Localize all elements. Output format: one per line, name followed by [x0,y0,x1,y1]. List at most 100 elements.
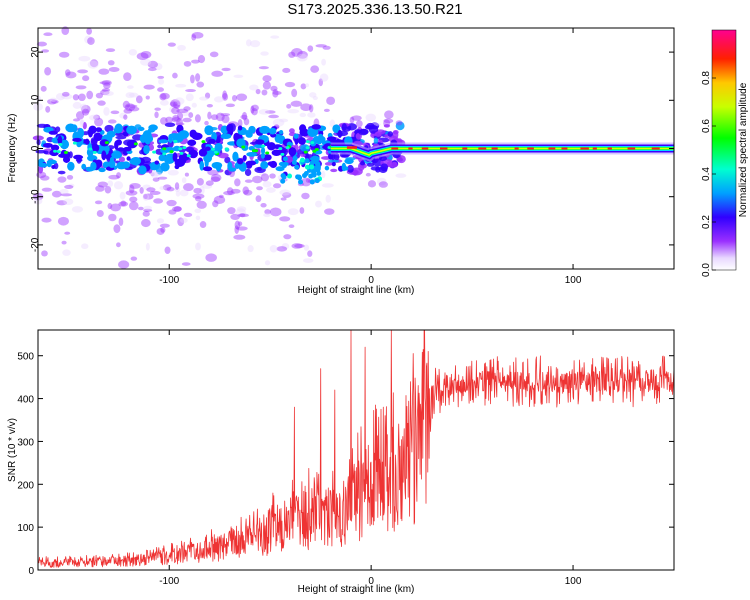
colorbar-ticks: 0.0 0.2 0.4 0.6 0.8 [701,71,716,277]
spectrogram-cell [41,250,48,257]
spectrogram-cell [113,224,121,234]
spectrogram-cell [221,114,230,124]
spectrogram-cell [123,114,128,120]
spectrogram-cell [299,207,305,214]
spectrogram-cell [195,73,201,82]
spectrogram-cell [169,101,178,107]
spectrogram-cell [99,81,111,85]
spectrogram-cell [264,209,271,215]
spectrogram-y-tick-label: 20 [30,46,41,58]
spectrogram-cell [72,101,82,109]
spectrogram-cell [270,35,280,39]
spectrogram-cell [318,78,323,87]
spectrogram-cell [160,227,166,233]
spectrogram-cell [276,246,288,252]
spectrogram-cell [160,92,170,100]
spectrogram-cell [89,59,99,68]
spectrogram-cell [188,149,198,159]
spectrogram-cell [242,186,250,195]
spectrogram-cell [256,148,261,155]
spectrogram-cell [266,187,276,193]
spectrogram-cell [280,152,285,156]
spectrogram-cell [262,181,272,188]
spectrogram-cell [162,184,172,191]
spectrogram-cell [154,111,159,119]
spectrogram-cell [57,135,63,145]
spectrogram-cell [99,139,110,147]
spectrogram-cell [291,243,303,249]
spectrogram-cell [107,119,117,124]
snr-x-label: Height of straight line (km) [298,584,415,595]
spectrogram-cell [129,184,135,194]
spectrogram-cell [305,146,310,150]
spectrogram-x-label: Height of straight line (km) [298,285,415,296]
spectrogram-cell [332,124,341,134]
spectrogram-cell [95,92,103,99]
spectrogram-cell [212,200,219,208]
spectrogram-x-tick-label: -100 [159,275,179,286]
spectrogram-cell [199,221,207,229]
spectrogram-cell [246,151,258,157]
spectrogram-cell [104,141,109,145]
spectrogram-cell [250,105,255,114]
spectrogram-cell [311,172,317,178]
spectrogram-cell [72,141,77,145]
spectrogram-cell [237,213,249,218]
spectrogram-y-label: Frequency (Hz) [7,114,18,183]
spectrogram-cell [195,215,201,221]
spectrogram-cell [297,50,308,59]
spectrogram-cell [143,144,150,155]
spectrogram-cell [202,166,213,172]
spectrogram-cell [59,188,69,194]
spectrogram-cell [251,108,258,116]
spectrogram-cell [234,225,240,234]
spectrogram-cell [55,93,65,101]
spectrogram-cell [208,138,216,144]
spectrogram-cell [153,198,164,204]
spectrogram-cell [237,118,243,128]
spectrogram-cell [107,202,113,210]
spectrogram-cell [156,218,165,224]
spectrogram-cell [170,99,181,109]
spectrogram-cell [244,179,253,183]
spectrogram-cell [196,200,207,209]
spectrogram-cell [309,179,315,185]
spectrogram-cell [40,175,50,181]
spectrogram-cell [204,92,211,99]
spectrogram-cell [94,159,103,168]
spectrogram-cell [77,127,85,138]
spectrogram-cell [118,201,129,207]
spectrogram-cell [178,147,183,151]
spectrogram-cell [305,140,310,144]
spectrogram-cell [201,143,206,149]
spectrogram-cell [327,159,340,163]
spectrogram-cell [269,207,282,217]
spectrogram-cell [187,139,197,147]
spectrogram-cell [263,154,272,161]
spectrogram-cell [286,103,292,109]
spectrogram-cell [243,189,253,196]
spectrogram-cell [64,184,74,189]
spectrogram-cell [387,131,393,137]
spectrogram-cell [58,142,63,146]
spectrogram-cell [126,156,131,161]
spectrogram-cell [304,164,310,170]
spectrogram-cell [256,186,263,191]
spectrogram-cell [283,234,292,240]
snr-y-ticks: 0 100 200 300 400 500 [17,352,674,577]
colorbar-tick-label: 0.6 [701,119,712,133]
spectrogram-cell [260,203,267,208]
spectrogram-cell [298,179,304,185]
spectrogram-ridge [330,142,674,162]
spectrogram-cell [108,67,120,72]
spectrogram-cell [391,130,399,139]
spectrogram-cell [319,73,329,82]
spectrogram-cell [285,146,290,150]
spectrogram-cell [175,190,181,197]
spectrogram-cell [82,108,90,116]
spectrogram-cell [308,104,314,113]
spectrogram-cell [158,139,169,144]
spectrogram-cell [296,53,308,62]
snr-x-ticks: -100 0 100 [159,330,582,587]
snr-frame [37,329,675,571]
